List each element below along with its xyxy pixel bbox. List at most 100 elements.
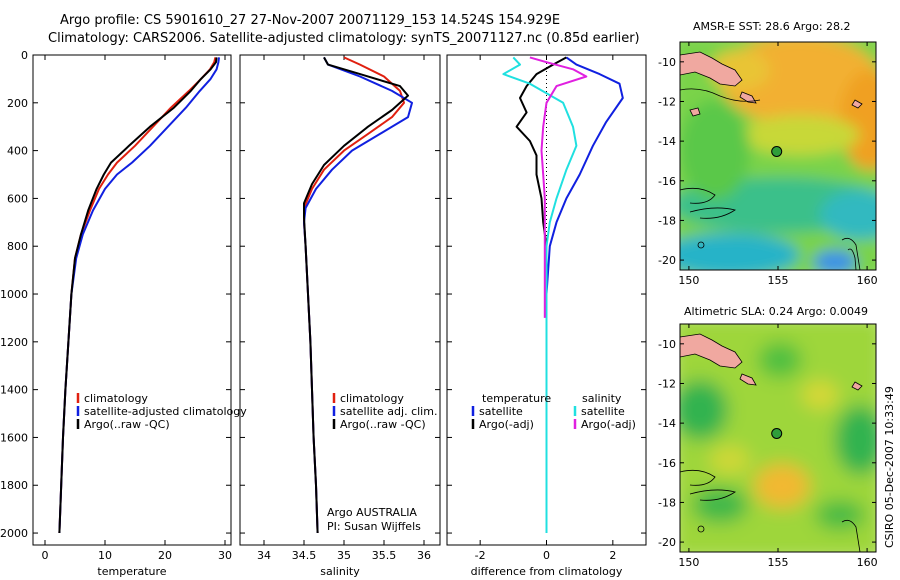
contour-line <box>689 489 736 501</box>
png-land-shape <box>680 333 743 369</box>
map-y-tick-label: -16 <box>658 457 676 470</box>
x-tick-label: 35.5 <box>372 549 397 562</box>
argo-location-marker <box>771 146 783 157</box>
argo-location-marker <box>771 428 783 439</box>
contour-line <box>847 248 857 270</box>
salinity-panel: 34 34.5 35 35.5 36 salinity climatologysatelli… <box>239 54 441 578</box>
argo-note-line1: Argo AUSTRALIA <box>327 506 417 519</box>
sst-map-title: AMSR-E SST: 28.6 Argo: 28.2 <box>693 20 851 33</box>
sla-low-patch <box>758 342 802 378</box>
y-tick-label: 0 <box>21 49 28 62</box>
legend-label: climatology <box>84 392 148 405</box>
x-tick-label: 34.5 <box>292 549 317 562</box>
contour-line <box>680 187 716 204</box>
sst-warm-patch <box>840 70 876 170</box>
contour-line <box>689 207 736 219</box>
sla-low-patch <box>680 380 728 440</box>
contour-line <box>680 88 761 102</box>
x-tick-label: 0 <box>42 549 49 562</box>
map-y-tick-label: -10 <box>658 338 676 351</box>
credit-text: CSIRO 05-Dec-2007 10:33:49 <box>883 386 896 548</box>
series-line-satellite-adj-clim- <box>303 56 413 534</box>
x-tick-label: 20 <box>158 549 172 562</box>
series-line-climatology <box>58 57 217 534</box>
map-x-tick-label: 150 <box>678 556 699 569</box>
sst-cool-patch <box>680 233 800 270</box>
difference-panel: -2 0 2 difference from climatology temperatu… <box>446 54 647 578</box>
x-tick-label: 10 <box>98 549 112 562</box>
legend-header-temperature: temperature <box>482 392 551 405</box>
y-tick-label: 800 <box>7 240 28 253</box>
salinity-axes-frame <box>239 54 441 546</box>
y-tick-label: 400 <box>7 145 28 158</box>
y-tick-label: 1600 <box>0 431 28 444</box>
x-tick-label: 35 <box>337 549 351 562</box>
x-tick-label: -2 <box>475 549 486 562</box>
contour-line <box>697 241 705 249</box>
png-land-shape <box>680 51 743 87</box>
map-x-tick-label: 160 <box>857 556 878 569</box>
y-tick-label: 200 <box>7 97 28 110</box>
argo-note-line2: PI: Susan Wijffels <box>327 520 421 533</box>
map-y-tick-label: -20 <box>658 536 676 549</box>
sla-low-patch <box>692 487 748 523</box>
sla-low-patch <box>835 405 876 475</box>
x-tick-label: 36 <box>417 549 431 562</box>
legend-label: climatology <box>340 392 404 405</box>
sst-mid-patch <box>740 115 860 155</box>
legend-label: Argo(..raw -QC) <box>340 418 426 431</box>
difference-xlabel: difference from climatology <box>471 565 623 578</box>
legend-label: satellite <box>479 405 523 418</box>
y-tick-label: 600 <box>7 192 28 205</box>
series-line-satellite <box>545 56 624 533</box>
sst-cold-patch <box>813 250 857 270</box>
sla-high-patch <box>754 464 810 508</box>
map-y-tick-label: -16 <box>658 175 676 188</box>
series-line-argo-adj- <box>529 56 588 318</box>
island-shape <box>851 99 863 109</box>
map-y-tick-label: -20 <box>658 254 676 267</box>
contour-line <box>841 237 861 270</box>
x-tick-label: 0 <box>543 549 550 562</box>
map-y-tick-label: -14 <box>658 417 676 430</box>
legend-label: satellite <box>581 405 625 418</box>
legend-label: Argo(-adj) <box>581 418 636 431</box>
sst-map: 150 155 160 -10 -12 -14 -16 -18 -20 <box>658 41 878 287</box>
map-y-tick-label: -10 <box>658 56 676 69</box>
sla-low-patch <box>815 500 865 530</box>
island-shape <box>851 381 863 391</box>
temperature-xlabel: temperature <box>97 565 166 578</box>
y-tick-label: 2000 <box>0 527 28 540</box>
contour-line <box>680 469 716 486</box>
series-line-satellite-adjusted-climatology <box>58 57 220 534</box>
map-y-tick-label: -14 <box>658 135 676 148</box>
y-tick-label: 1800 <box>0 479 28 492</box>
temperature-axes-frame <box>32 54 232 546</box>
x-tick-label: 2 <box>609 549 616 562</box>
sla-high-patch <box>710 446 750 474</box>
sla-map: 150 155 160 -10 -12 -14 -16 -18 -20 <box>658 323 878 569</box>
salinity-xlabel: salinity <box>320 565 360 578</box>
series-line-satellite <box>502 56 578 533</box>
legend-label: Argo(..raw -QC) <box>84 418 170 431</box>
map-y-tick-label: -12 <box>658 377 676 390</box>
legend-header-salinity: salinity <box>582 392 622 405</box>
map-x-tick-label: 150 <box>678 274 699 287</box>
figure-title-line2: Climatology: CARS2006. Satellite-adjuste… <box>48 31 640 46</box>
y-tick-label: 1200 <box>0 336 28 349</box>
x-tick-label: 30 <box>218 549 232 562</box>
sst-green-patch <box>680 100 750 200</box>
island-shape <box>739 91 757 104</box>
sst-cool-patch <box>820 190 876 240</box>
sla-map-title: Altimetric SLA: 0.24 Argo: 0.0049 <box>684 305 868 318</box>
legend-label: satellite adj. clim. <box>340 405 437 418</box>
island-shape <box>689 107 701 117</box>
map-y-tick-label: -18 <box>658 496 676 509</box>
contour-line <box>841 519 861 552</box>
series-line-argo-raw-qc- <box>303 56 409 534</box>
x-tick-label: 34 <box>257 549 271 562</box>
map-x-tick-label: 160 <box>857 274 878 287</box>
map-x-tick-label: 155 <box>768 274 789 287</box>
map-x-tick-label: 155 <box>768 556 789 569</box>
